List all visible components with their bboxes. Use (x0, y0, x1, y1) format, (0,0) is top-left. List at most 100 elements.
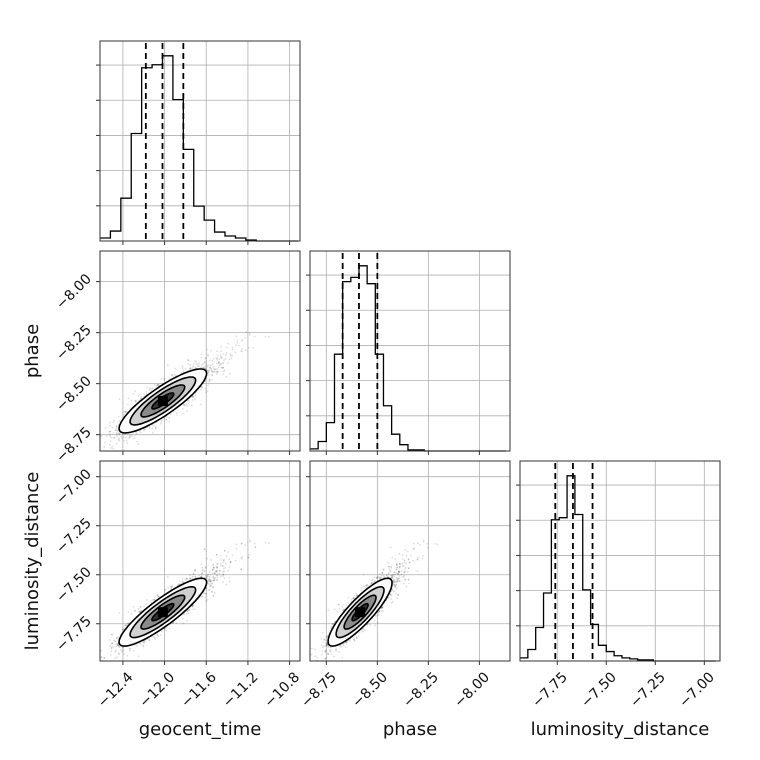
sample-point (140, 395, 143, 398)
sample-point (225, 583, 228, 586)
sample-point (212, 594, 215, 597)
sample-point (235, 543, 238, 546)
sample-point (207, 582, 210, 585)
sample-point (267, 542, 270, 545)
sample-point (157, 383, 160, 386)
sample-point (211, 572, 214, 575)
sample-point (117, 438, 120, 441)
sample-point (222, 573, 224, 576)
sample-point (122, 411, 124, 414)
sample-point (177, 584, 179, 587)
sample-point (193, 608, 196, 610)
sample-point (189, 574, 191, 576)
sample-point (143, 393, 145, 395)
sample-point (192, 604, 194, 607)
sample-point (135, 643, 137, 646)
sample-point (201, 569, 204, 572)
sample-point (111, 633, 113, 636)
sample-point (203, 548, 206, 551)
sample-point (110, 646, 113, 649)
sample-point (88, 455, 90, 457)
sample-point (223, 577, 226, 580)
sample-point (122, 436, 125, 439)
sample-point (222, 370, 225, 373)
sample-point (267, 336, 270, 338)
sample-point (104, 427, 107, 429)
sample-point (264, 541, 267, 544)
sample-point (223, 369, 226, 372)
sample-point (209, 366, 211, 369)
sample-point (148, 426, 151, 429)
sample-point (214, 368, 217, 371)
sample-point (240, 350, 243, 352)
sample-point (192, 573, 195, 575)
sample-point (109, 435, 112, 437)
sample-point (153, 598, 156, 601)
sample-point (220, 575, 223, 578)
sample-point (204, 365, 207, 368)
sample-point (204, 367, 207, 370)
sample-point (201, 595, 204, 598)
sample-point (227, 570, 229, 572)
sample-point (201, 386, 204, 389)
sample-point (210, 584, 213, 587)
sample-point (224, 354, 227, 356)
sample-point (182, 371, 185, 374)
sample-point (150, 389, 153, 392)
sample-point (181, 367, 184, 370)
sample-point (153, 598, 156, 601)
sample-point (207, 573, 210, 576)
sample-point (95, 440, 97, 442)
sample-point (222, 573, 224, 576)
sample-point (206, 575, 209, 578)
sample-point (397, 570, 400, 573)
sample-point (124, 433, 126, 436)
sample-point (220, 345, 223, 348)
sample-point (212, 357, 215, 360)
sample-point (115, 637, 118, 639)
sample-point (156, 634, 159, 637)
sample-point (125, 624, 127, 627)
sample-point (156, 594, 159, 597)
sample-point (183, 404, 186, 407)
sample-point (220, 362, 222, 365)
sample-point (177, 583, 180, 585)
sample-point (213, 370, 216, 373)
sample-point (146, 599, 148, 601)
sample-point (205, 361, 207, 364)
sample-point (113, 436, 116, 439)
sample-point (211, 569, 214, 571)
sample-point (175, 622, 178, 625)
sample-point (118, 437, 121, 440)
sample-point (212, 594, 215, 597)
sample-point (210, 590, 213, 593)
sample-point (108, 421, 111, 424)
sample-point (204, 360, 206, 363)
sample-point (230, 357, 233, 360)
sample-point (222, 570, 225, 573)
sample-point (235, 344, 237, 347)
sample-point (222, 353, 225, 355)
sample-point (132, 605, 135, 608)
density-peak (157, 395, 168, 406)
sample-point (103, 657, 106, 659)
sample-point (171, 374, 174, 376)
sample-point (163, 590, 166, 593)
sample-point (116, 642, 119, 645)
sample-point (169, 413, 172, 416)
sample-point (157, 596, 160, 599)
sample-point (192, 395, 194, 397)
sample-point (229, 560, 232, 563)
sample-point (212, 368, 215, 371)
sample-point (122, 433, 124, 436)
sample-point (130, 399, 133, 402)
sample-point (181, 580, 184, 583)
sample-point (216, 571, 218, 573)
sample-point (244, 544, 246, 547)
sample-point (117, 644, 120, 647)
sample-point (202, 366, 204, 369)
scatter-luminosity_distance-vs-geocent_time (100, 539, 270, 661)
sample-point (114, 640, 117, 643)
sample-point (229, 355, 232, 358)
sample-point (192, 572, 195, 575)
